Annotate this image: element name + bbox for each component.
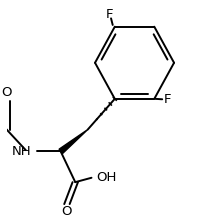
Text: O: O [62, 205, 72, 218]
Text: NH: NH [12, 145, 32, 158]
Text: OH: OH [96, 171, 116, 184]
Text: O: O [1, 86, 12, 99]
Text: F: F [164, 93, 172, 106]
Text: F: F [106, 8, 113, 21]
Polygon shape [59, 129, 88, 154]
